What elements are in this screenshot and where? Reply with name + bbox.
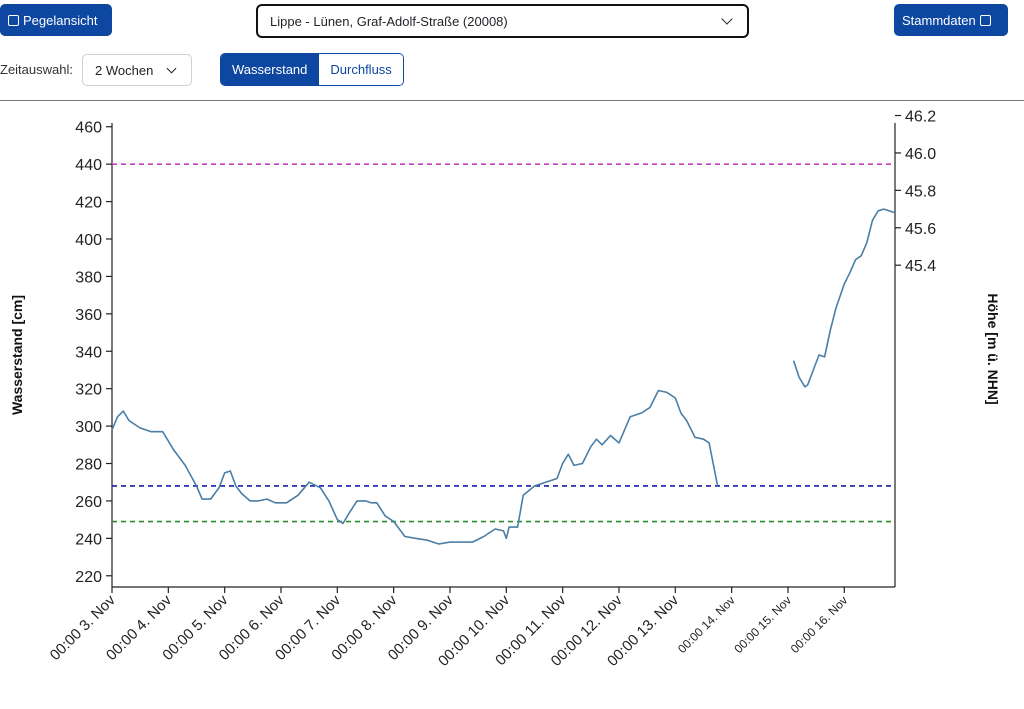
measure-toggle: Wasserstand Durchfluss	[220, 53, 404, 86]
y2-tick-label: 46.2	[905, 109, 936, 126]
y2-axis-title: Höhe [m ü. NHN]	[985, 293, 1001, 404]
y-tick-label: 300	[75, 419, 102, 436]
y-tick-label: 440	[75, 157, 102, 174]
y-tick-label: 460	[75, 120, 102, 137]
y-tick-label: 400	[75, 232, 102, 249]
stammdaten-label: Stammdaten	[902, 12, 976, 28]
series-line	[111, 389, 719, 545]
y2-tick-label: 46.0	[905, 146, 936, 163]
tab-wasserstand[interactable]: Wasserstand	[221, 54, 319, 85]
zeitauswahl-label: Zeitauswahl:	[0, 62, 73, 77]
y-tick-label: 260	[75, 494, 102, 511]
back-arrow-icon	[8, 14, 19, 26]
y-tick-label: 380	[75, 269, 102, 286]
station-value: Lippe - Lünen, Graf-Adolf-Straße (20008)	[270, 13, 508, 29]
x-tick-label: 00:00 16. Nov	[788, 593, 851, 656]
y-axis-title: Wasserstand [cm]	[9, 295, 25, 415]
water-level-chart: 220 240 260 280 300 320 340 360 380 400 420 440 460 4…	[9, 109, 1001, 670]
y-tick-label: 360	[75, 307, 102, 324]
stammdaten-button[interactable]: Stammdaten	[894, 4, 1008, 36]
y-tick-label: 320	[75, 382, 102, 399]
chevron-down-icon	[721, 13, 733, 25]
zeitauswahl-value: 2 Wochen	[95, 62, 154, 78]
y-tick-label: 280	[75, 457, 102, 474]
exit-arrow-icon	[979, 14, 991, 26]
x-tick-label: 00:00 14. Nov	[675, 593, 738, 656]
y-tick-label: 240	[75, 531, 102, 548]
y-tick-label: 220	[75, 569, 102, 586]
station-select[interactable]: Lippe - Lünen, Graf-Adolf-Straße (20008)	[256, 4, 749, 38]
y-tick-label: 420	[75, 195, 102, 212]
y2-tick-label: 45.4	[905, 258, 936, 275]
series-line	[792, 208, 896, 388]
top-toolbar: Pegelansicht Lippe - Lünen, Graf-Adolf-S…	[0, 0, 1024, 101]
y2-tick-label: 45.6	[905, 221, 936, 238]
y2-tick-label: 45.8	[905, 183, 936, 200]
y-tick-label: 340	[75, 344, 102, 361]
pegelansicht-back-button[interactable]: Pegelansicht	[0, 4, 112, 36]
x-tick-label: 00:00 15. Nov	[731, 593, 794, 656]
tab-durchfluss[interactable]: Durchfluss	[318, 54, 403, 85]
zeitauswahl-select[interactable]: 2 Wochen	[82, 54, 192, 86]
chevron-down-icon	[166, 63, 177, 73]
pegelansicht-label: Pegelansicht	[23, 12, 98, 28]
